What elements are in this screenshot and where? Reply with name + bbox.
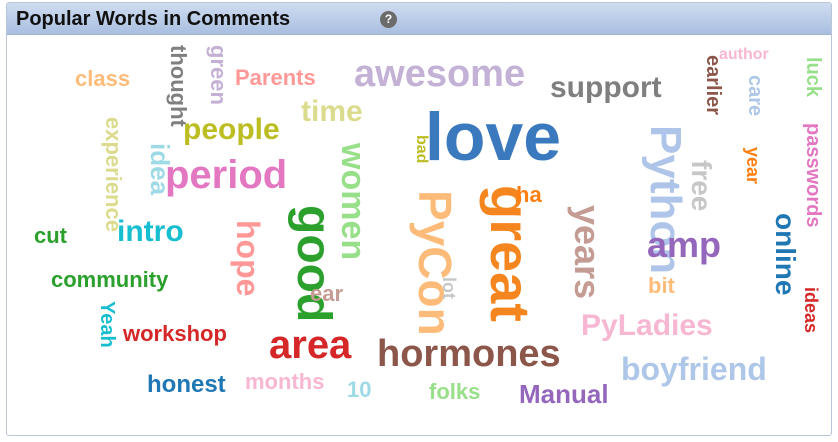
word-year[interactable]: year <box>743 147 763 185</box>
word-cloud: love Python great PyCon good awesome hor… <box>7 35 831 435</box>
word-ideas[interactable]: ideas <box>801 287 821 334</box>
panel-title: Popular Words in Comments <box>16 8 291 30</box>
word-months[interactable]: months <box>245 369 325 394</box>
word-manual[interactable]: Manual <box>519 379 609 409</box>
word-experience[interactable]: experience <box>101 117 126 232</box>
word-online[interactable]: online <box>770 213 801 296</box>
word-boyfriend[interactable]: boyfriend <box>621 351 767 387</box>
word-people[interactable]: people <box>183 113 280 146</box>
word-pycon[interactable]: PyCon <box>409 190 461 336</box>
word-hope[interactable]: hope <box>230 220 266 297</box>
word-author[interactable]: author <box>719 46 769 63</box>
panel-header: Popular Words in Comments ? <box>7 3 831 35</box>
word-time[interactable]: time <box>301 95 363 128</box>
word-luck[interactable]: luck <box>802 57 824 98</box>
word-period[interactable]: period <box>165 153 288 197</box>
word-bad[interactable]: bad <box>413 135 430 164</box>
word-passwords[interactable]: passwords <box>802 123 824 228</box>
word-ha[interactable]: ha <box>516 182 542 207</box>
word-support[interactable]: support <box>550 71 662 104</box>
word-amp[interactable]: amp <box>647 224 722 265</box>
word-area[interactable]: area <box>269 323 352 367</box>
word-community[interactable]: community <box>51 267 169 292</box>
word-10[interactable]: 10 <box>347 377 372 402</box>
word-pyladies[interactable]: PyLadies <box>581 309 713 342</box>
word-intro[interactable]: intro <box>117 215 184 248</box>
word-free[interactable]: free <box>686 160 717 212</box>
word-thought[interactable]: thought <box>166 45 191 127</box>
word-idea[interactable]: idea <box>145 143 175 196</box>
word-awesome[interactable]: awesome <box>354 53 526 95</box>
word-green[interactable]: green <box>206 45 231 105</box>
help-icon[interactable]: ? <box>380 11 397 28</box>
word-parents[interactable]: Parents <box>235 65 316 90</box>
word-earlier[interactable]: earlier <box>702 55 724 116</box>
word-class[interactable]: class <box>75 66 131 91</box>
word-hormones[interactable]: hormones <box>377 333 561 375</box>
word-workshop[interactable]: workshop <box>123 321 227 346</box>
word-lot[interactable]: lot <box>439 277 459 299</box>
word-yeah[interactable]: Yeah <box>96 301 118 348</box>
word-cut[interactable]: cut <box>34 223 67 248</box>
word-care[interactable]: care <box>744 75 766 117</box>
word-years[interactable]: years <box>567 205 608 300</box>
word-love[interactable]: love <box>425 99 562 175</box>
word-folks[interactable]: folks <box>429 379 481 404</box>
word-honest[interactable]: honest <box>147 371 226 398</box>
word-bit[interactable]: bit <box>648 273 675 298</box>
word-ear[interactable]: ear <box>310 281 344 306</box>
word-women[interactable]: women <box>334 143 372 261</box>
word-cloud-panel: Popular Words in Comments ? love Python … <box>6 2 832 436</box>
